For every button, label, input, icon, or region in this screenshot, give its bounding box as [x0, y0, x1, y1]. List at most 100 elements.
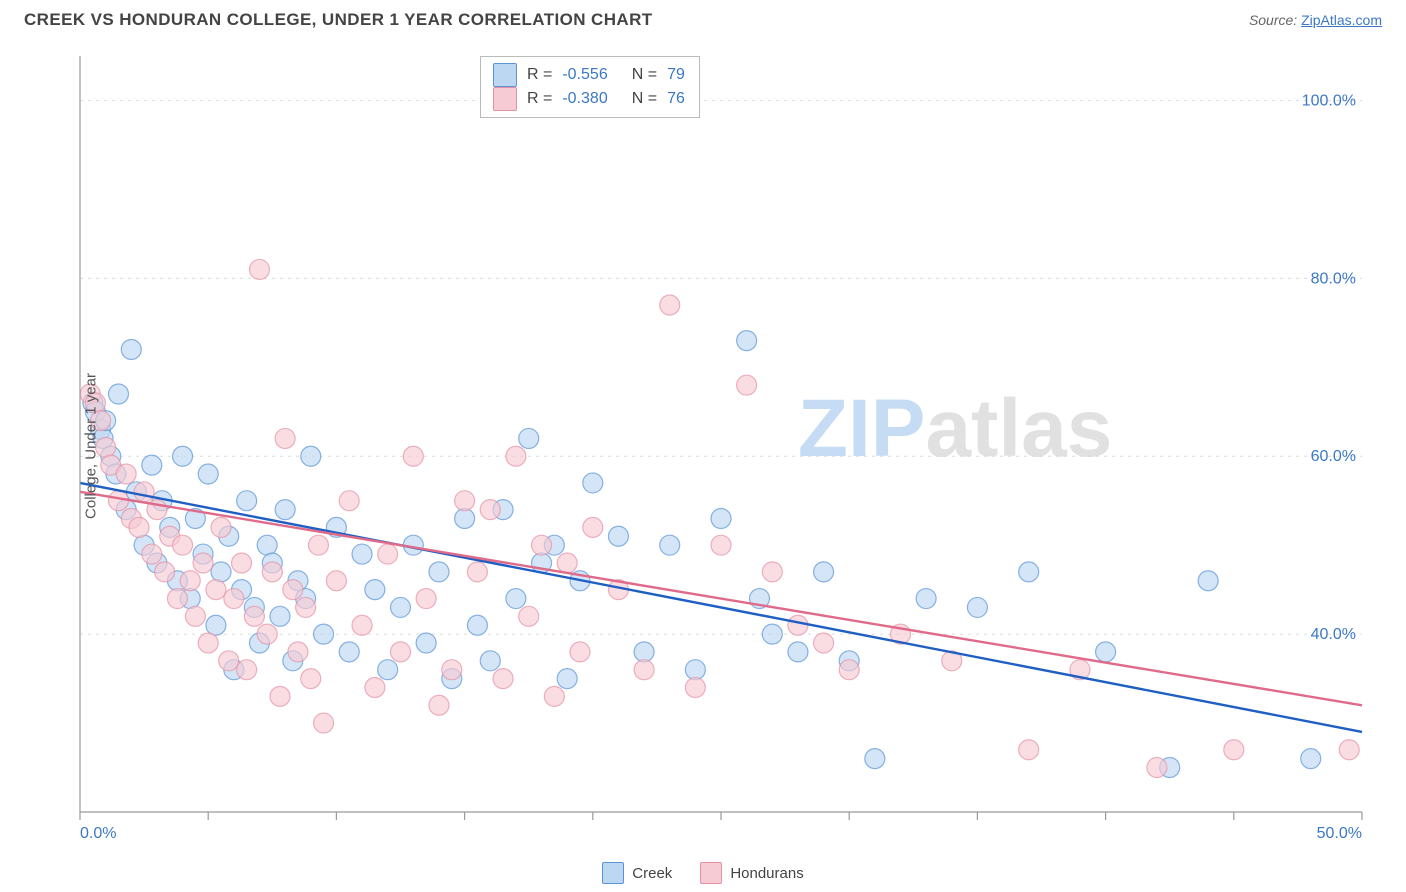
data-point: [378, 544, 398, 564]
x-tick-label: 0.0%: [80, 825, 116, 842]
data-point: [493, 669, 513, 689]
data-point: [219, 651, 239, 671]
data-point: [737, 331, 757, 351]
source-link[interactable]: ZipAtlas.com: [1301, 12, 1382, 28]
correlation-stats-box: R = -0.556N = 79R = -0.380N = 76: [480, 56, 700, 118]
data-point: [134, 482, 154, 502]
data-point: [762, 562, 782, 582]
data-point: [916, 589, 936, 609]
series-swatch: [493, 87, 517, 111]
legend-swatch: [602, 862, 624, 884]
source-attribution: Source: ZipAtlas.com: [1249, 12, 1382, 28]
data-point: [142, 544, 162, 564]
data-point: [352, 615, 372, 635]
data-point: [211, 517, 231, 537]
data-point: [557, 553, 577, 573]
data-point: [1339, 740, 1359, 760]
data-point: [339, 491, 359, 511]
data-point: [1147, 758, 1167, 778]
data-point: [480, 651, 500, 671]
data-point: [180, 571, 200, 591]
data-point: [206, 615, 226, 635]
chart-area: College, Under 1 year 40.0% 60.0% 80.0% 100…: [24, 46, 1382, 846]
data-point: [198, 633, 218, 653]
data-point: [275, 428, 295, 448]
data-point: [275, 500, 295, 520]
data-point: [155, 562, 175, 582]
data-point: [244, 606, 264, 626]
data-point: [237, 660, 257, 680]
data-point: [1019, 562, 1039, 582]
data-point: [167, 589, 187, 609]
data-point: [1224, 740, 1244, 760]
data-point: [198, 464, 218, 484]
x-tick-label: 50.0%: [1317, 825, 1362, 842]
data-point: [480, 500, 500, 520]
y-tick-label: 80.0%: [1311, 270, 1356, 287]
data-point: [173, 535, 193, 555]
data-point: [296, 597, 316, 617]
data-point: [865, 749, 885, 769]
data-point: [237, 491, 257, 511]
data-point: [211, 562, 231, 582]
legend-item: Hondurans: [700, 862, 803, 884]
data-point: [257, 535, 277, 555]
data-point: [257, 624, 277, 644]
data-point: [108, 384, 128, 404]
data-point: [1301, 749, 1321, 769]
data-point: [814, 562, 834, 582]
data-point: [519, 428, 539, 448]
data-point: [403, 446, 423, 466]
data-point: [142, 455, 162, 475]
data-point: [455, 491, 475, 511]
data-point: [429, 695, 449, 715]
legend-swatch: [700, 862, 722, 884]
data-point: [270, 606, 290, 626]
data-point: [467, 562, 487, 582]
data-point: [314, 624, 334, 644]
legend-item: Creek: [602, 862, 672, 884]
data-point: [121, 340, 141, 360]
r-value: -0.380: [562, 87, 607, 111]
data-point: [557, 669, 577, 689]
data-point: [116, 464, 136, 484]
series-swatch: [493, 63, 517, 87]
data-point: [288, 642, 308, 662]
n-value: 79: [667, 63, 685, 87]
data-point: [660, 295, 680, 315]
data-point: [416, 589, 436, 609]
data-point: [506, 446, 526, 466]
r-label: R =: [527, 63, 552, 87]
data-point: [173, 446, 193, 466]
n-label: N =: [632, 63, 657, 87]
data-point: [634, 660, 654, 680]
source-label: Source:: [1249, 12, 1297, 28]
data-point: [185, 606, 205, 626]
data-point: [308, 535, 328, 555]
n-value: 76: [667, 87, 685, 111]
data-point: [1096, 642, 1116, 662]
y-tick-label: 40.0%: [1311, 626, 1356, 643]
r-value: -0.556: [562, 63, 607, 87]
y-tick-label: 60.0%: [1311, 448, 1356, 465]
data-point: [583, 517, 603, 537]
data-point: [967, 597, 987, 617]
data-point: [711, 508, 731, 528]
data-point: [283, 580, 303, 600]
y-axis-label: College, Under 1 year: [82, 373, 99, 519]
data-point: [532, 535, 552, 555]
data-point: [391, 597, 411, 617]
data-point: [839, 660, 859, 680]
data-point: [339, 642, 359, 662]
data-point: [206, 580, 226, 600]
data-point: [762, 624, 782, 644]
data-point: [608, 526, 628, 546]
data-point: [365, 677, 385, 697]
data-point: [262, 562, 282, 582]
data-point: [544, 686, 564, 706]
data-point: [1198, 571, 1218, 591]
n-label: N =: [632, 87, 657, 111]
data-point: [455, 508, 475, 528]
data-point: [570, 642, 590, 662]
y-tick-label: 100.0%: [1302, 92, 1356, 109]
